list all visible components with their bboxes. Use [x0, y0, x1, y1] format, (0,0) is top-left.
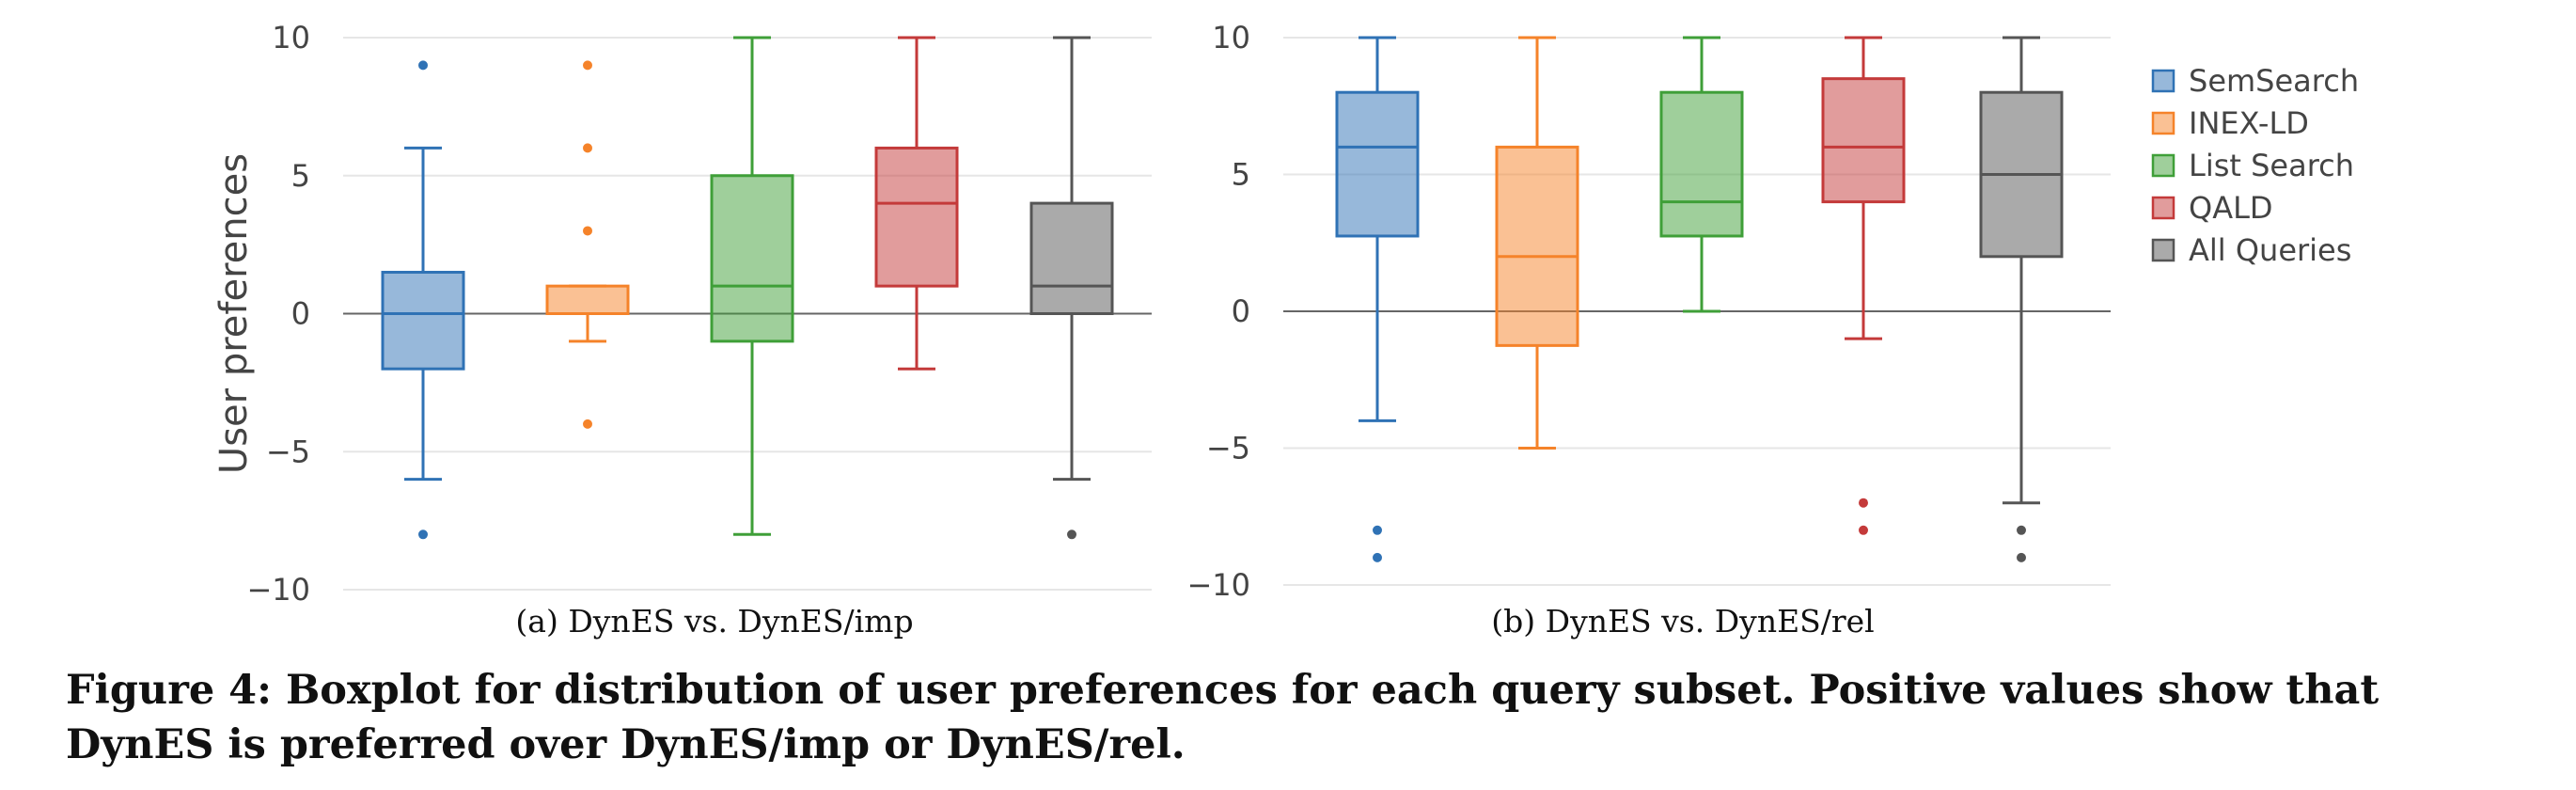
legend: SemSearch INEX-LD List Search QALD All Queri… — [2151, 63, 2359, 268]
outlier-point — [583, 419, 592, 429]
y-tick-label: −10 — [246, 572, 310, 608]
legend-swatch — [2151, 196, 2175, 220]
box-semsearch — [1335, 36, 1420, 562]
box-iqr — [710, 174, 794, 343]
outlier-point — [1859, 498, 1868, 508]
y-axis-label: User preferences — [212, 153, 256, 474]
legend-label: QALD — [2189, 190, 2273, 226]
y-tick-label: 0 — [291, 296, 310, 332]
y-tick-label: 5 — [1232, 157, 1250, 193]
box-list-search — [1659, 36, 1744, 313]
box-inex-ld — [1495, 36, 1579, 450]
box-qald — [874, 36, 959, 371]
legend-swatch — [2151, 111, 2175, 135]
legend-label: List Search — [2189, 148, 2354, 183]
legend-label: INEX-LD — [2189, 105, 2309, 141]
legend-swatch — [2151, 69, 2175, 93]
outlier-point — [1373, 525, 1382, 535]
legend-label: SemSearch — [2189, 63, 2359, 99]
subcaption: (a) DynES vs. DynES/imp — [515, 603, 913, 640]
box-iqr — [1495, 145, 1579, 347]
box-list-search — [710, 36, 794, 536]
box-iqr — [1659, 90, 1744, 238]
box-iqr — [1029, 201, 1114, 316]
box-iqr — [545, 284, 630, 315]
outlier-point — [1859, 525, 1868, 535]
y-tick-label: 5 — [291, 158, 310, 194]
figure-caption: Figure 4: Boxplot for distribution of us… — [66, 667, 2380, 768]
box-iqr — [381, 270, 465, 371]
y-tick-label: 10 — [1212, 20, 1250, 55]
y-tick-label: −5 — [1206, 431, 1250, 466]
chart-panel-a: 10 5 0 −5 −10 User preferences (a) DynES vs. D… — [212, 20, 1152, 640]
outlier-point — [418, 60, 428, 71]
box-semsearch — [381, 60, 465, 540]
box-qald — [1821, 36, 1906, 535]
chart-panel-b: 10 5 0 −5 −10 (b) DynES vs. DynES/rel — [1186, 20, 2111, 640]
box-inex-ld — [545, 60, 630, 429]
y-tick-label: −5 — [266, 434, 310, 469]
box-iqr — [874, 146, 959, 288]
legend-swatch — [2151, 238, 2175, 262]
box-all-queries — [1979, 36, 2064, 562]
box-iqr — [1821, 77, 1906, 204]
subcaption: (b) DynES vs. DynES/rel — [1491, 603, 1875, 640]
outlier-point — [583, 143, 592, 153]
box-all-queries — [1029, 36, 1114, 540]
outlier-point — [583, 226, 592, 236]
boxplot-figure: 10 5 0 −5 −10 User preferences (a) DynES vs. D… — [212, 20, 2359, 640]
outlier-point — [2017, 552, 2026, 562]
box-iqr — [1335, 90, 1420, 238]
outlier-point — [1067, 529, 1076, 540]
outlier-point — [1373, 552, 1382, 562]
y-tick-label: 0 — [1232, 293, 1250, 329]
outlier-point — [2017, 525, 2026, 535]
outlier-point — [418, 529, 428, 540]
y-tick-label: −10 — [1186, 567, 1250, 603]
legend-label: All Queries — [2189, 232, 2351, 268]
legend-swatch — [2151, 153, 2175, 178]
outlier-point — [583, 60, 592, 71]
y-tick-label: 10 — [272, 20, 310, 55]
